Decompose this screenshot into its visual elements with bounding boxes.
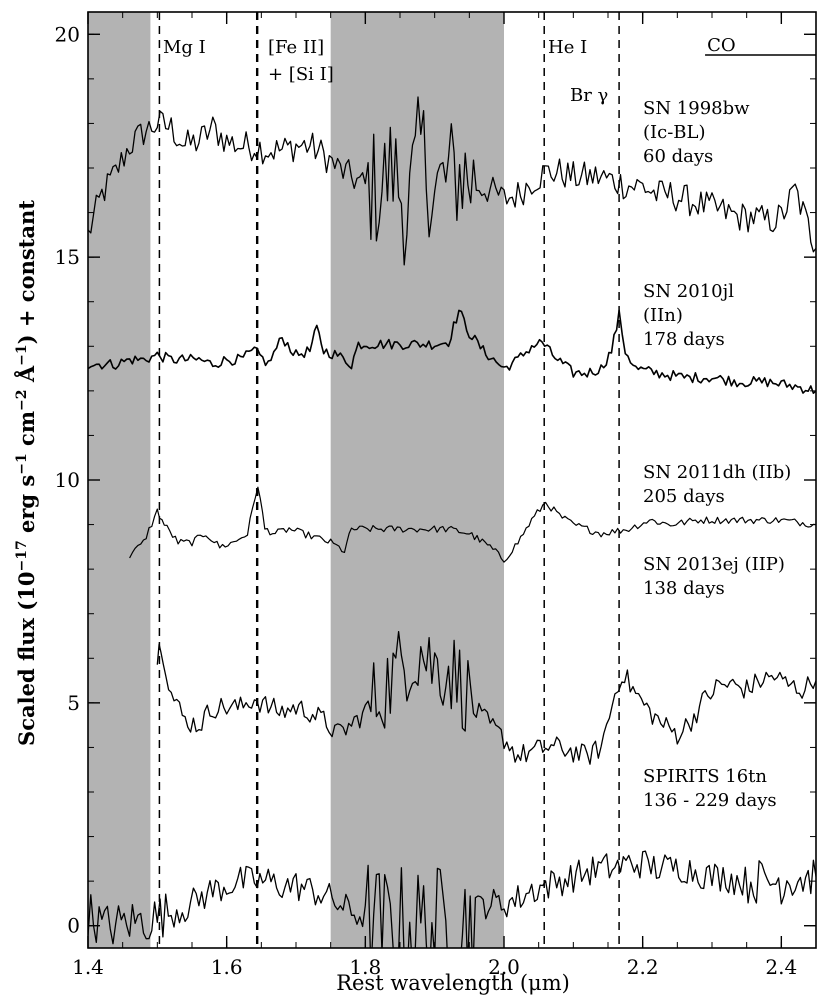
series-label: SPIRITS 16tn xyxy=(643,766,767,787)
line-marker-label-extra: + [Si I] xyxy=(268,64,334,85)
x-tick-label: 1.6 xyxy=(211,955,243,979)
x-tick-label: 1.4 xyxy=(72,955,104,979)
line-marker-label: [Fe II] xyxy=(268,37,324,58)
shaded-region xyxy=(330,12,504,948)
series-label: SN 2010jl xyxy=(643,281,734,302)
y-axis-label-exponent: −17 xyxy=(14,540,30,571)
y-tick-label: 10 xyxy=(55,468,80,492)
x-tick-label: 1.8 xyxy=(349,955,381,979)
series-label: SN 2011dh (IIb) xyxy=(643,462,791,483)
annotation-labels: Mg I [Fe II] He I Br γ + [Si I] CO SN 1998bw (I… xyxy=(163,35,816,811)
y-axis-label-part: ) + constant xyxy=(14,200,39,345)
y-axis-label-exponent: −1 xyxy=(14,453,30,474)
y-axis-label-exponent: −1 xyxy=(14,344,30,365)
y-axis-label-part: erg s xyxy=(14,475,39,541)
axis-ticks: 1.4 1.6 1.8 2.0 2.2 2.4 0 5 10 15 20 xyxy=(55,12,817,979)
spectrum-sn-1998bw xyxy=(88,96,816,266)
series-label: (Ic-BL) xyxy=(643,122,706,143)
y-axis-label: Scaled flux (10−17 erg s−1 cm−2 Å−1) + c… xyxy=(14,200,39,746)
x-tick-label: 2.2 xyxy=(627,955,659,979)
spectrum-sn-2010jl xyxy=(88,309,816,394)
series-label: (IIn) xyxy=(643,305,683,326)
shaded-regions xyxy=(88,12,504,948)
line-marker-label: Br γ xyxy=(570,85,608,106)
line-marker-label: He I xyxy=(548,37,587,58)
y-axis-label-part: cm xyxy=(14,411,39,453)
series-label: SN 1998bw xyxy=(643,98,750,119)
line-marker-label: Mg I xyxy=(163,37,206,58)
y-tick-label: 0 xyxy=(67,914,80,938)
y-axis-label-exponent: −2 xyxy=(14,389,30,410)
y-axis-label-part: Scaled flux (10 xyxy=(14,572,39,746)
y-tick-label: 20 xyxy=(55,22,80,46)
x-axis-label: Rest wavelength (μm) xyxy=(336,971,570,995)
series-label: 178 days xyxy=(643,329,725,350)
y-tick-label: 5 xyxy=(67,691,80,715)
co-band-label: CO xyxy=(707,35,736,56)
series-label: SN 2013ej (IIP) xyxy=(643,554,785,575)
spectrum-sn-2011dh xyxy=(129,486,816,563)
series-label: 60 days xyxy=(643,146,713,167)
y-axis-label-part: Å xyxy=(14,365,39,389)
line-markers xyxy=(158,12,620,948)
series-label: 138 days xyxy=(643,578,725,599)
series-label: 136 - 229 days xyxy=(643,790,777,811)
series-label: 205 days xyxy=(643,486,725,507)
x-tick-label: 2.4 xyxy=(765,955,797,979)
spectrum-sn-2013ej xyxy=(156,630,816,765)
spectrum-spirits-16tn xyxy=(88,850,816,948)
x-tick-label: 2.0 xyxy=(488,955,520,979)
y-tick-label: 15 xyxy=(55,245,80,269)
spectra-series xyxy=(88,96,816,948)
